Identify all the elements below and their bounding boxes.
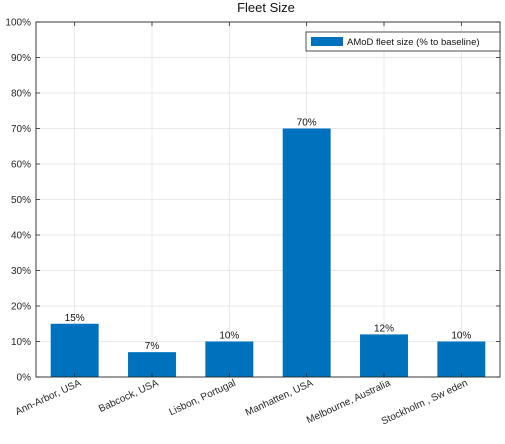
data-label: 10% (219, 331, 239, 342)
bar (128, 352, 176, 377)
plot-area-border (35, 21, 501, 378)
y-tick-label: 100% (5, 18, 31, 29)
y-tick-label: 10% (11, 337, 31, 348)
y-tick-label: 40% (11, 231, 31, 242)
bars (50, 128, 486, 377)
y-tick-label: 70% (11, 124, 31, 135)
bar (437, 341, 486, 377)
legend-box (305, 31, 501, 52)
y-tick-label: 60% (11, 160, 31, 171)
data-label: 15% (65, 313, 85, 324)
y-tick-label: 90% (11, 53, 31, 64)
data-label: 7% (145, 341, 160, 352)
y-tick-label: 30% (11, 266, 31, 277)
legend: AMoD fleet size (% to baseline) (305, 31, 501, 52)
bar (360, 334, 408, 377)
y-tick-label: 0% (17, 373, 32, 384)
y-tick-label: 20% (11, 302, 31, 313)
chart-title: Fleet Size (237, 0, 295, 15)
bar (50, 323, 99, 377)
legend-entry: AMoD fleet size (% to baseline) (347, 37, 480, 48)
bar (205, 341, 254, 377)
data-label: 70% (297, 118, 317, 129)
legend-swatch (311, 37, 343, 46)
y-tick-label: 50% (11, 195, 31, 206)
data-labels: 15% 7% 10% 70% 12% 10% (65, 118, 472, 353)
bar (282, 128, 331, 377)
data-label: 12% (374, 323, 394, 334)
y-tick-label: 80% (11, 89, 31, 100)
data-label: 10% (451, 331, 471, 342)
